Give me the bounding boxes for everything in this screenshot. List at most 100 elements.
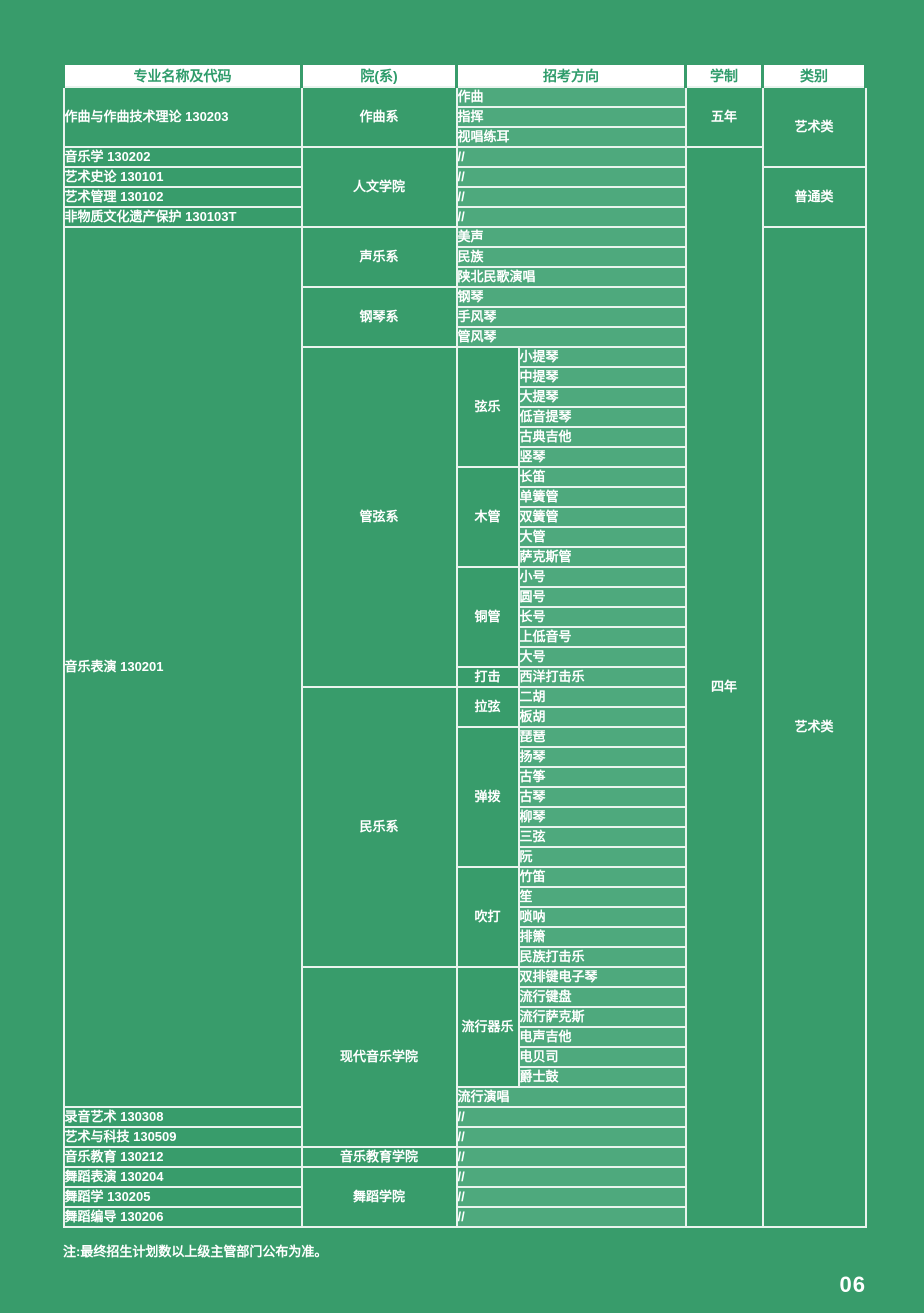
table-row: 音乐表演 130201 声乐系 美声 艺术类 (62, 226, 867, 1228)
table-row: 爵士鼓 (64, 1066, 866, 1088)
table-row: 录音艺术 130308 // (62, 1106, 866, 1128)
direction-cell: 三弦 (517, 826, 687, 848)
department-cell: 钢琴系 (300, 286, 458, 348)
direction-cell: 板胡 (517, 706, 687, 728)
table-row: 上低音号 (64, 626, 866, 648)
table-row: 大管 (64, 526, 866, 548)
direction-cell: 流行键盘 (517, 986, 687, 1008)
direction-cell: 中提琴 (517, 366, 687, 388)
direction-group-cell: 木管 (455, 466, 520, 568)
direction-cell: 大管 (517, 526, 687, 548)
direction-cell: 小提琴 (517, 346, 687, 368)
table-row: 中提琴 (64, 366, 866, 388)
table-row: 管风琴 (64, 326, 866, 348)
direction-cell: 单簧管 (517, 486, 687, 508)
direction-cell: // (455, 1206, 687, 1228)
direction-cell: 陕北民歌演唱 (455, 266, 687, 288)
direction-cell: 扬琴 (517, 746, 687, 768)
direction-cell: 笙 (517, 886, 687, 908)
duration-cell: 五年 (684, 86, 764, 148)
direction-cell: 管风琴 (455, 326, 687, 348)
department-cell: 人文学院 (300, 146, 458, 228)
table-row: 长号 (64, 606, 866, 628)
table-row: 现代音乐学院 流行器乐 双排键电子琴 (64, 966, 866, 1148)
table-row: 弹拨 琵琶 (64, 726, 866, 868)
note-text: 注:最终招生计划数以上级主管部门公布为准。 (63, 1244, 328, 1259)
direction-group-cell: 弹拨 (455, 726, 520, 868)
table-header-row: 专业名称及代码 院(系) 招考方向 学制 类别 (62, 62, 867, 88)
major-name-cell: 舞蹈表演 130204 (62, 1166, 303, 1188)
table-body: 作曲与作曲技术理论 130203 作曲系 作曲 五年 艺术类 指挥 视唱练耳 音乐学 1302… (62, 86, 867, 1228)
direction-cell: 西洋打击乐 (517, 666, 687, 688)
table-row: 竖琴 (64, 446, 866, 468)
table-row: 艺术史论 130101 // 普通类 (62, 166, 867, 228)
direction-cell: // (455, 1106, 687, 1128)
table-row: 陕北民歌演唱 (64, 266, 866, 288)
direction-cell: 长笛 (517, 466, 687, 488)
table-row: 管弦系 弦乐 小提琴 (64, 346, 866, 688)
table-row: 笙 (64, 886, 866, 908)
direction-cell: 二胡 (517, 686, 687, 708)
table-row: 舞蹈表演 130204 舞蹈学院// (62, 1166, 866, 1228)
table-row: 视唱练耳 (64, 126, 866, 148)
direction-cell: 竖琴 (517, 446, 687, 468)
direction-cell: 民族 (455, 246, 687, 268)
duration-cell: 四年 (684, 146, 764, 1228)
table-row: 指挥 (64, 106, 866, 128)
direction-group-cell: 拉弦 (455, 686, 520, 728)
major-name-cell: 非物质文化遗产保护 130103T (62, 206, 303, 228)
direction-cell: // (455, 1186, 687, 1208)
direction-cell: // (455, 1166, 687, 1188)
direction-cell: 流行萨克斯 (517, 1006, 687, 1028)
major-name-cell: 艺术与科技 130509 (62, 1126, 303, 1148)
department-cell: 音乐教育学院 (300, 1146, 458, 1168)
table-row: 柳琴 (64, 806, 866, 828)
direction-group-cell: 流行器乐 (455, 966, 520, 1088)
table-row: 木管 长笛 (64, 466, 866, 568)
direction-cell: 萨克斯管 (517, 546, 687, 568)
table-row: 电贝司 (64, 1046, 866, 1068)
table-row: 舞蹈学 130205 // (62, 1186, 866, 1208)
major-name-cell: 舞蹈编导 130206 (62, 1206, 303, 1228)
table-row: 三弦 (64, 826, 866, 848)
department-cell: 现代音乐学院 (300, 966, 458, 1148)
table-row: 排箫 (64, 926, 866, 948)
table-row: 萨克斯管 (64, 546, 866, 568)
direction-cell: 电贝司 (517, 1046, 687, 1068)
table-row: 手风琴 (64, 306, 866, 328)
department-cell: 声乐系 (300, 226, 458, 288)
table-row: 作曲与作曲技术理论 130203 作曲系 作曲 五年 艺术类 (62, 86, 867, 168)
category-cell: 普通类 (761, 166, 867, 228)
table-row: 古筝 (64, 766, 866, 788)
table-row: 音乐学 130202 人文学院//四年 (62, 146, 866, 1228)
table-row: 古典吉他 (64, 426, 866, 448)
table-row: 圆号 (64, 586, 866, 608)
direction-cell: 琵琶 (517, 726, 687, 748)
table-row: 流行键盘 (64, 986, 866, 1008)
table-row: 双簧管 (64, 506, 866, 528)
direction-cell: // (455, 206, 687, 228)
table-row: 扬琴 (64, 746, 866, 768)
direction-cell: // (455, 146, 687, 168)
direction-group-cell: 铜管 (455, 566, 520, 668)
direction-cell: // (455, 1126, 687, 1148)
column-header-major: 专业名称及代码 (62, 62, 303, 88)
table-row: 吹打 竹笛 (64, 866, 866, 968)
department-cell: 民乐系 (300, 686, 458, 968)
table-row: 大号 (64, 646, 866, 668)
direction-group-cell: 吹打 (455, 866, 520, 968)
direction-cell: 指挥 (455, 106, 687, 128)
direction-cell: 大号 (517, 646, 687, 668)
direction-cell: 圆号 (517, 586, 687, 608)
direction-cell: 古筝 (517, 766, 687, 788)
direction-cell: // (455, 166, 687, 188)
major-name-cell: 音乐表演 130201 (62, 226, 303, 1108)
table-row: 民族打击乐 (64, 946, 866, 968)
table-row: 电声吉他 (64, 1026, 866, 1048)
direction-cell: 古典吉他 (517, 426, 687, 448)
direction-cell: 流行演唱 (455, 1086, 687, 1108)
column-header-duration: 学制 (684, 62, 764, 88)
table-row: 钢琴系 钢琴 (64, 286, 866, 348)
table-row: 古琴 (64, 786, 866, 808)
